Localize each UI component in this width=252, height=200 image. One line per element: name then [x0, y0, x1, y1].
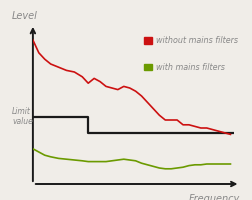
Legend: without mains filters, with mains filters: without mains filters, with mains filter…: [144, 36, 237, 72]
Text: Level: Level: [12, 11, 38, 21]
Text: Limit
value: Limit value: [12, 107, 33, 126]
Text: Frequency: Frequency: [188, 194, 239, 200]
